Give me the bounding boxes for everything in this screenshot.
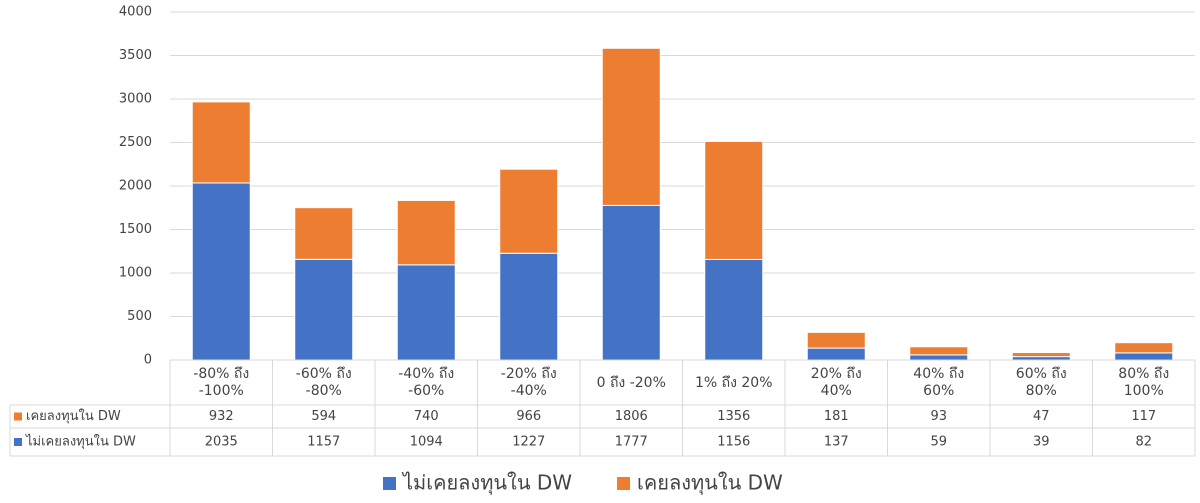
x-tick-label: 20% ถึง 40%	[810, 366, 862, 399]
table-value: 594	[311, 409, 336, 424]
table-value: 1094	[410, 435, 443, 450]
legend-label: ไม่เคยลงทุนใน DW	[401, 471, 572, 496]
y-tick-label: 2500	[119, 135, 152, 150]
table-series-name: ไม่เคยลงทุนใน DW	[25, 434, 136, 450]
bar-segment	[704, 258, 764, 361]
legend-label: เคยลงทุนใน DW	[637, 471, 783, 496]
table-legend-key	[14, 438, 22, 446]
table-value: 1156	[717, 435, 750, 450]
table-legend-key	[14, 412, 22, 421]
table-value: 932	[209, 409, 234, 424]
table-value: 59	[930, 435, 947, 450]
table-value: 82	[1135, 435, 1152, 450]
bar-segment	[499, 252, 559, 361]
y-tick-label: 4000	[119, 5, 152, 20]
table-value: 1806	[615, 409, 648, 424]
table-value: 966	[516, 409, 541, 424]
bar-segment	[396, 199, 456, 266]
table-value: 117	[1131, 409, 1156, 424]
bar-segment	[909, 346, 969, 356]
x-tick-label: -60% ถึง -80%	[295, 366, 352, 399]
bar-segment	[191, 182, 251, 361]
table-value: 1157	[307, 435, 340, 450]
bar-segment	[909, 354, 969, 361]
legend-key	[383, 477, 396, 490]
table-value: 181	[824, 409, 849, 424]
table-value: 2035	[205, 435, 238, 450]
table-value: 93	[930, 409, 947, 424]
y-tick-label: 2000	[119, 179, 152, 194]
y-tick-label: 500	[127, 309, 152, 324]
y-tick-label: 3000	[119, 92, 152, 107]
legend-key	[617, 477, 631, 490]
x-tick-label: -20% ถึง -40%	[500, 366, 557, 399]
table-value: 740	[414, 409, 439, 424]
bar-segment	[294, 207, 354, 260]
bar-segment	[1011, 352, 1071, 358]
bar-segment	[1114, 352, 1174, 361]
table-value: 39	[1033, 435, 1050, 450]
x-tick-label: -80% ถึง -100%	[193, 366, 250, 399]
x-tick-label: 80% ถึง 100%	[1118, 366, 1170, 399]
table-value: 47	[1033, 409, 1050, 424]
bar-segment	[601, 47, 661, 206]
bar-segment	[1114, 342, 1174, 354]
x-tick-label: 40% ถึง 60%	[913, 366, 965, 399]
table-series-name: เคยลงทุนใน DW	[26, 408, 121, 424]
x-tick-label: 1% ถึง 20%	[694, 374, 773, 391]
y-tick-label: 3500	[119, 48, 152, 63]
table-value: 137	[824, 435, 849, 450]
bar-segment	[704, 140, 764, 260]
bar-segment	[191, 101, 251, 184]
x-tick-label: -40% ถึง -60%	[398, 366, 455, 399]
bar-segment	[294, 258, 354, 361]
legend: ไม่เคยลงทุนใน DW เคยลงทุนใน DW	[383, 471, 783, 496]
y-tick-label: 0	[144, 353, 152, 368]
x-tick-label: 60% ถึง 80%	[1015, 366, 1067, 399]
bar-segment	[499, 168, 559, 254]
table-value: 1227	[512, 435, 545, 450]
bar-segment	[396, 264, 456, 361]
y-tick-label: 1000	[119, 266, 152, 281]
table-value: 1356	[717, 409, 750, 424]
bar-segment	[806, 347, 866, 361]
bar-segment	[1011, 356, 1071, 361]
bar-segment	[806, 331, 866, 349]
y-tick-label: 1500	[119, 222, 152, 237]
table-value: 1777	[615, 435, 648, 450]
bar-segment	[601, 204, 661, 361]
x-tick-label: 0 ถึง -20%	[596, 374, 666, 391]
